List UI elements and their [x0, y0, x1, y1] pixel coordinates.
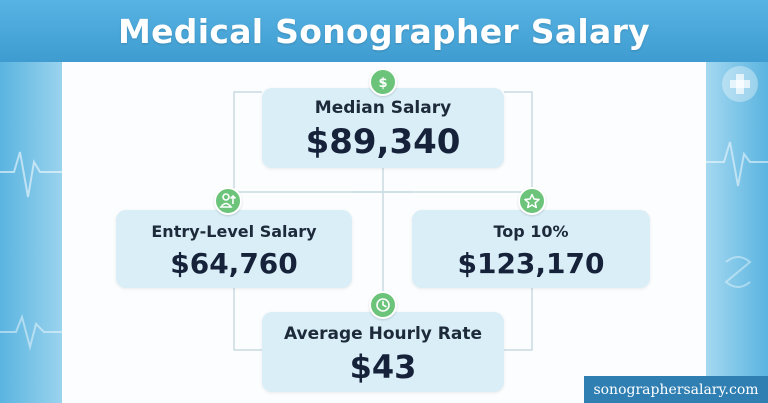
hourly-rate-box: Average Hourly Rate $43: [262, 312, 504, 392]
top-10-box: Top 10% $123,170: [412, 210, 650, 288]
entry-level-salary-box: Entry-Level Salary $64,760: [116, 210, 352, 288]
right-decor-panel: [706, 62, 768, 403]
watermark-label: sonographersalary.com: [584, 376, 768, 403]
entry-level-salary-label: Entry-Level Salary: [151, 222, 317, 241]
connector-lines: [221, 91, 533, 351]
median-salary-value: $89,340: [305, 122, 461, 162]
hourly-rate-value: $43: [349, 348, 417, 386]
clock-icon: [369, 291, 397, 319]
page-title: Medical Sonographer Salary: [117, 11, 650, 51]
dollar-icon: $: [369, 68, 397, 96]
person-growth-icon: [214, 187, 242, 215]
entry-level-salary-value: $64,760: [170, 247, 298, 280]
top-10-value: $123,170: [457, 247, 605, 280]
hourly-rate-label: Average Hourly Rate: [283, 324, 483, 344]
title-banner: Medical Sonographer Salary: [0, 0, 768, 62]
salary-diagram: Median Salary $89,340 Entry-Level Salary…: [62, 62, 706, 403]
median-salary-box: Median Salary $89,340: [262, 88, 504, 168]
median-salary-label: Median Salary: [314, 98, 452, 118]
heartbeat-icon: [0, 151, 62, 351]
star-icon: [518, 187, 546, 215]
medical-cross-icon: [706, 66, 768, 288]
top-10-label: Top 10%: [493, 222, 569, 241]
svg-text:$: $: [378, 76, 387, 90]
left-decor-panel: [0, 62, 62, 403]
